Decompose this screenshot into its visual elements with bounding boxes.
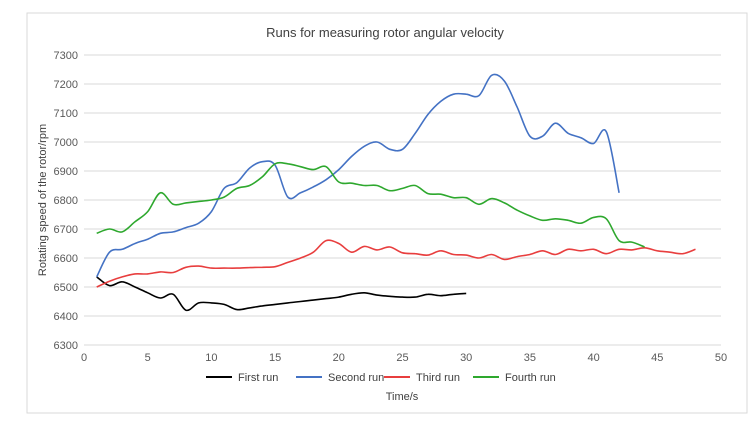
x-tick-label: 40	[587, 352, 599, 364]
gridlines	[84, 54, 721, 346]
y-axis-label: Rotating speed of the rotor/rpm	[37, 124, 49, 276]
x-tick-label: 25	[396, 352, 408, 364]
y-tick-label: 6400	[54, 311, 78, 323]
x-tick-label: 45	[651, 352, 663, 364]
x-axis-label: Time/s	[386, 391, 419, 403]
series-line-second-run	[95, 73, 620, 278]
legend: First run Second run Third run Fourth run	[206, 372, 556, 384]
y-tick-label: 6500	[54, 282, 78, 294]
x-tick-label: 5	[145, 352, 151, 364]
x-tick-label: 20	[333, 352, 345, 364]
x-tick-label: 10	[205, 352, 217, 364]
y-tick-label: 6300	[54, 340, 78, 352]
y-tick-label: 6600	[54, 253, 78, 265]
series-line-first-run	[96, 276, 467, 312]
x-tick-labels: 0 5 10 15 20 25 30 35 40 45 50	[81, 352, 727, 364]
y-tick-label: 6900	[54, 166, 78, 178]
y-tick-label: 6800	[54, 195, 78, 207]
x-tick-label: 0	[81, 352, 87, 364]
x-tick-label: 30	[460, 352, 472, 364]
legend-label-second-run: Second run	[328, 372, 384, 384]
chart-border	[26, 12, 748, 414]
series-line-fourth-run	[96, 161, 645, 248]
x-tick-label: 35	[524, 352, 536, 364]
y-tick-label: 7200	[54, 79, 78, 91]
series-lines	[95, 73, 696, 312]
y-tick-label: 7300	[54, 50, 78, 62]
series-line-third-run	[96, 239, 696, 288]
y-tick-label: 7000	[54, 137, 78, 149]
y-tick-labels: 6300 6400 6500 6600 6700 6800 6900 7000 7100 7200…	[54, 50, 78, 352]
y-tick-label: 6700	[54, 224, 78, 236]
legend-label-fourth-run: Fourth run	[505, 372, 556, 384]
chart-title: Runs for measuring rotor angular velocit…	[266, 25, 504, 40]
x-tick-label: 15	[269, 352, 281, 364]
y-tick-label: 7100	[54, 108, 78, 120]
legend-label-third-run: Third run	[416, 372, 460, 384]
x-tick-label: 50	[715, 352, 727, 364]
legend-label-first-run: First run	[238, 372, 278, 384]
